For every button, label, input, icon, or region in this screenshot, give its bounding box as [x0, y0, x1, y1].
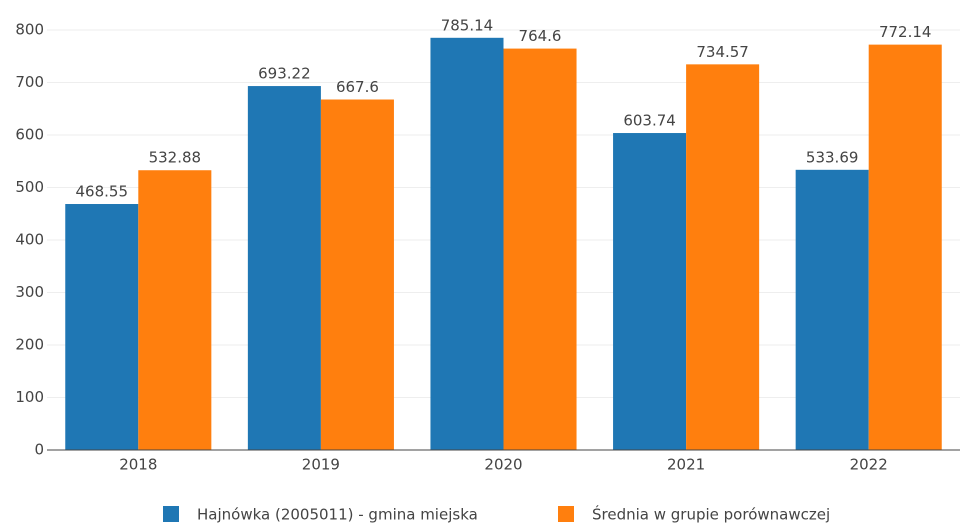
y-tick-label: 800: [15, 21, 44, 39]
bar: [503, 48, 577, 451]
x-tick-label: 2018: [119, 456, 157, 474]
bar: [613, 133, 687, 450]
legend-label: Hajnówka (2005011) - gmina miejska: [197, 506, 478, 524]
bar: [65, 204, 139, 450]
data-label: 603.74: [623, 112, 676, 130]
y-tick-label: 600: [15, 126, 44, 144]
data-label: 764.6: [519, 27, 562, 45]
bar: [320, 99, 394, 450]
data-label: 693.22: [258, 65, 311, 83]
bar: [795, 169, 869, 450]
y-tick-label: 400: [15, 231, 44, 249]
data-label: 667.6: [336, 78, 379, 96]
data-label: 468.55: [76, 183, 129, 201]
legend-label: Średnia w grupie porównawczej: [592, 505, 830, 524]
x-tick-label: 2022: [850, 456, 888, 474]
data-label: 533.69: [806, 148, 859, 166]
bar: [686, 64, 760, 451]
y-tick-label: 0: [34, 441, 44, 459]
x-tick-label: 2020: [484, 456, 522, 474]
y-tick-label: 300: [15, 283, 44, 301]
x-tick-label: 2019: [302, 456, 340, 474]
data-label: 785.14: [441, 16, 494, 34]
x-tick-label: 2021: [667, 456, 705, 474]
bar: [138, 170, 212, 450]
y-tick-label: 100: [15, 388, 44, 406]
data-label: 772.14: [879, 23, 932, 41]
data-label: 734.57: [696, 43, 749, 61]
y-tick-label: 700: [15, 73, 44, 91]
bar: [247, 86, 321, 450]
bar: [430, 37, 504, 450]
bar: [868, 44, 942, 451]
y-tick-label: 500: [15, 178, 44, 196]
legend-swatch: [163, 506, 179, 522]
legend-swatch: [558, 506, 574, 522]
data-label: 532.88: [149, 149, 202, 167]
y-tick-label: 200: [15, 336, 44, 354]
